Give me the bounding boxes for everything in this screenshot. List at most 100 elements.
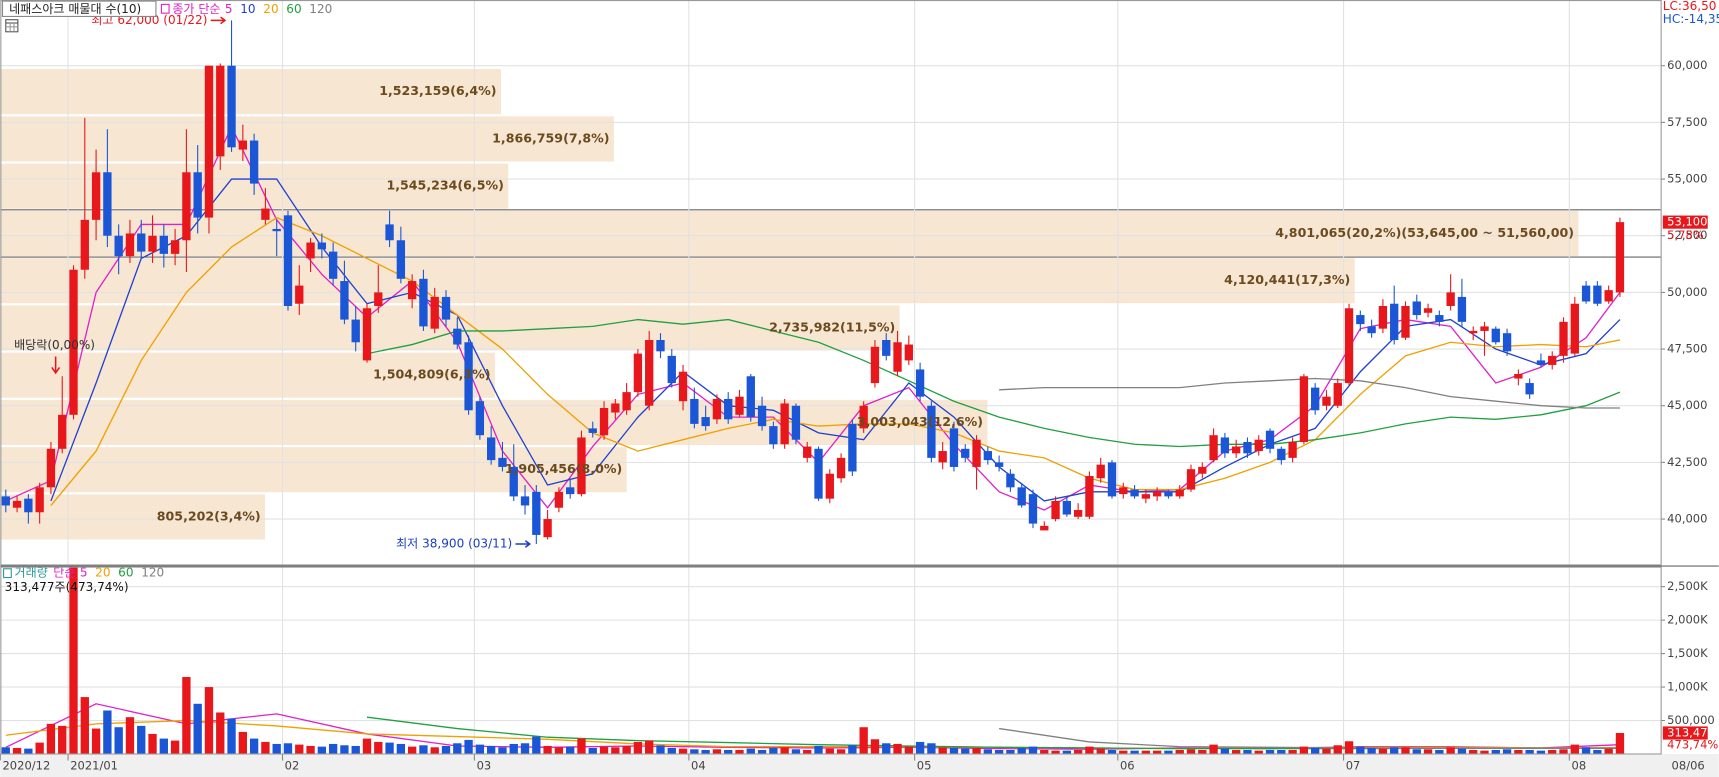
candle-body [656,339,665,352]
volume-bar [859,727,868,754]
legend-label: 거래량 [15,566,48,580]
volume-bar [69,566,78,754]
volume-bar [1457,748,1467,754]
volume-profile-label: 1,866,759(7,8%) [492,130,609,145]
candle-body [148,235,157,252]
volume-bar [983,749,992,754]
volume-bar [58,725,67,754]
volume-bar [1322,748,1331,754]
corner-label: LC:36,50 [1663,0,1717,13]
volume-profile-label: 1,905,456(8,0%) [505,461,622,476]
legend-entry: 5 [80,566,88,580]
candle-body [125,233,135,257]
y-tick-label: 55,000 [1667,172,1707,186]
volume-bar [1073,749,1083,754]
volume-bar [1390,747,1399,754]
candle-body [1615,222,1625,293]
volume-bar [407,746,417,754]
candle-body [24,498,33,513]
candle-body [701,417,710,427]
candle-body [667,355,676,384]
candle-body [746,376,755,418]
volume-bar [385,742,394,754]
candle-body [769,426,778,445]
volume-bar [1,747,10,754]
candle-body [340,281,349,320]
candle-body [227,65,236,148]
volume-bar [1175,749,1184,754]
volume-bar [645,740,654,754]
last-price-label: 53,100 [1667,215,1707,229]
volume-bar [137,725,146,754]
candle-body [859,405,868,429]
candle-body [182,172,191,241]
volume-bar [227,718,236,754]
volume-tick-label: 1,000K [1667,680,1708,694]
candle-body [1536,360,1546,365]
volume-bar [91,728,101,754]
candle-body [1265,430,1275,449]
volume-bar [1593,749,1602,754]
candle-body [103,172,112,236]
legend-entry: 10 [240,2,255,16]
candle-body [306,242,315,259]
candle-body [712,398,722,420]
volume-bar [678,748,688,754]
volume-bar [306,745,315,754]
volume-bar [249,738,259,754]
volume-bar [216,712,225,754]
volume-bar [453,743,462,754]
volume-bar [464,739,473,754]
volume-bar [125,717,135,754]
volume-bar [1164,750,1173,754]
volume-profile-label: 2,735,982(11,5%) [769,319,895,334]
volume-bar [1423,749,1433,754]
candle-body [509,466,518,497]
background-layer [0,69,1579,540]
candle-body [12,500,22,508]
volume-bar [1017,747,1026,754]
last-volume-tag [1662,726,1708,740]
y-tick-label: 57,500 [1667,115,1707,129]
y-tick-label: 52,500 [1667,228,1707,242]
x-tick-label: 08 [1572,759,1587,773]
candle-body [453,328,462,345]
candle-body [1502,333,1512,352]
candle-body [216,65,225,157]
candle-body [170,240,180,254]
volume-bar [1435,749,1444,754]
volume-bar [577,738,586,754]
volume-bar [1480,750,1489,754]
volume-bar [1107,749,1117,754]
x-tick-label: 05 [917,759,932,773]
candle-body [633,353,643,393]
volume-bar [633,741,643,754]
price-panel-border [0,0,1662,566]
volume-profile-bar [0,69,501,115]
volume-bar [746,748,755,754]
volume-bar [566,746,575,754]
volume-bar [1299,746,1309,754]
volume-bar [193,703,202,754]
candle-body [690,398,699,424]
candle-body [328,251,338,279]
volume-bar [1548,749,1557,754]
volume-bar [1243,749,1252,754]
candle-body [611,403,620,413]
candle-body [137,233,146,252]
volume-bar [1028,746,1038,754]
candle-body [893,342,902,372]
volume-bar [927,743,936,754]
candle-body [204,65,214,218]
candle-body [543,519,552,538]
volume-bar [588,747,597,754]
legend-label: 종가 단순 [172,2,220,16]
y-tick-label: 60,000 [1667,58,1707,72]
mark-layer [1,16,1625,754]
volume-bar [735,749,744,754]
volume-bar [103,710,112,754]
candle-body [1390,303,1399,340]
volume-bar [114,727,123,754]
x-axis-strip [0,753,1719,777]
